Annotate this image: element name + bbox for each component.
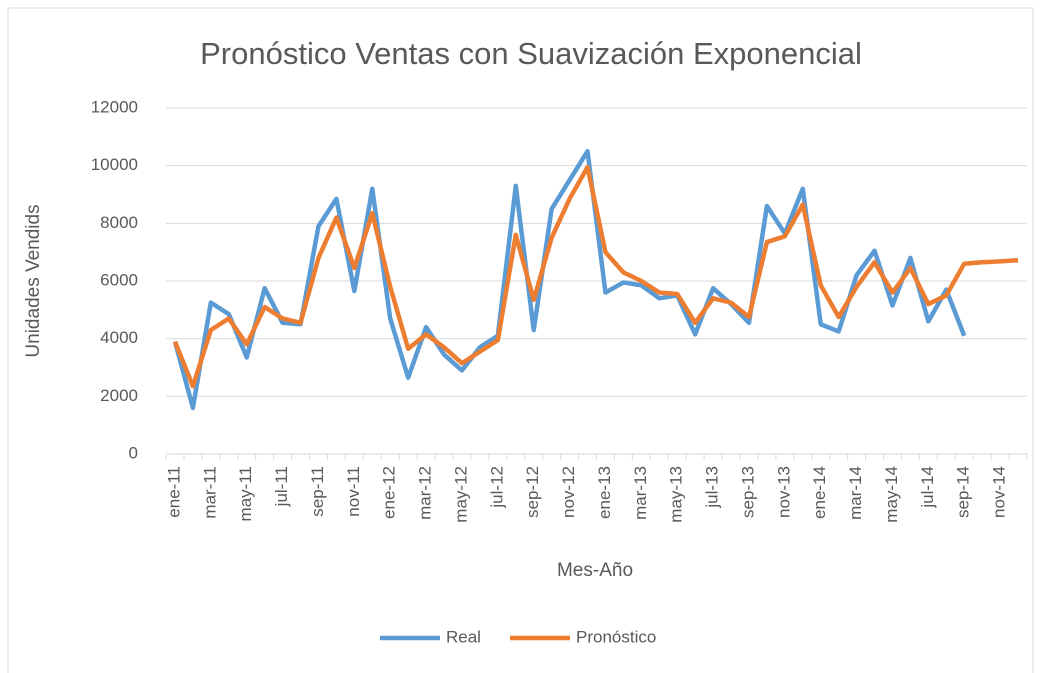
y-axis-title: Unidades Vendids — [23, 204, 44, 357]
x-tick-label: nov-14 — [990, 466, 1009, 518]
x-tick-label: sep-14 — [954, 466, 973, 518]
legend-label: Pronóstico — [576, 627, 656, 646]
x-tick-label: mar-11 — [200, 466, 219, 519]
y-tick-label: 6000 — [100, 270, 138, 289]
x-tick-label: sep-12 — [523, 466, 542, 518]
x-tick-label: may-14 — [882, 466, 901, 523]
x-tick-label: jul-14 — [918, 466, 937, 509]
x-tick-label: ene-11 — [164, 466, 183, 518]
x-tick-label: jul-11 — [272, 466, 291, 507]
series-line — [172, 164, 1019, 389]
series-line — [172, 149, 967, 411]
y-tick-label: 0 — [129, 443, 138, 462]
x-tick-label: mar-12 — [416, 466, 435, 520]
x-tick-label: nov-11 — [344, 466, 363, 517]
x-tick-label: may-12 — [451, 466, 470, 523]
x-tick-label: nov-12 — [559, 466, 578, 518]
x-axis-title: Mes-Año — [557, 560, 633, 581]
x-tick-label: mar-14 — [846, 466, 865, 520]
x-tick-label: may-11 — [236, 466, 255, 521]
legend-label: Real — [446, 627, 481, 646]
x-tick-label: ene-13 — [595, 466, 614, 519]
y-tick-label: 10000 — [91, 155, 138, 174]
x-tick-label: may-13 — [667, 466, 686, 523]
chart-title: Pronóstico Ventas con Suavización Expone… — [200, 36, 862, 71]
x-tick-label: jul-12 — [487, 466, 506, 509]
x-tick-label: ene-14 — [810, 466, 829, 519]
x-tick-label: jul-13 — [703, 466, 722, 509]
x-tick-label: mar-13 — [631, 466, 650, 520]
y-tick-label: 8000 — [100, 213, 138, 232]
x-tick-label: sep-13 — [738, 466, 757, 518]
x-tick-label: sep-11 — [308, 466, 327, 517]
y-tick-label: 2000 — [100, 386, 138, 405]
chart-frame — [7, 7, 1034, 673]
x-tick-label: nov-13 — [774, 466, 793, 518]
y-tick-label: 12000 — [91, 97, 138, 116]
x-tick-label: ene-12 — [380, 466, 399, 519]
y-tick-label: 4000 — [100, 328, 138, 347]
